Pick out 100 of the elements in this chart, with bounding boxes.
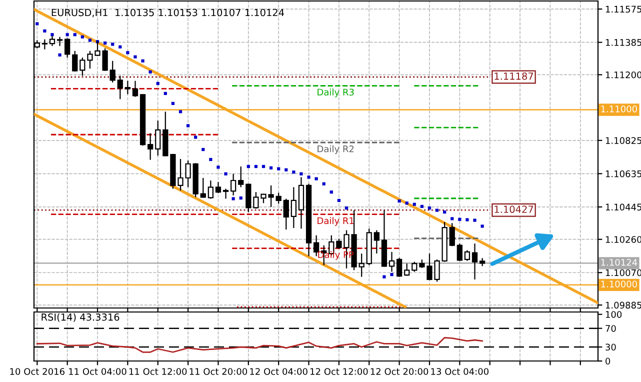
point — [314, 177, 318, 180]
point — [412, 202, 416, 206]
candlestick — [155, 120, 161, 156]
y-tick-label: 1.11575 — [606, 6, 641, 13]
point — [216, 166, 220, 169]
point — [405, 202, 408, 205]
point — [178, 110, 182, 114]
candlestick — [290, 186, 296, 229]
candlestick — [396, 257, 402, 278]
y-tick-label: 1.09885 — [606, 302, 641, 309]
point — [300, 172, 303, 176]
point — [118, 45, 122, 48]
ref-line-label: 1.11187 — [494, 72, 534, 80]
point — [382, 275, 386, 278]
point — [50, 33, 54, 36]
candlestick — [124, 80, 131, 95]
candlestick — [215, 182, 222, 194]
candlestick — [222, 188, 229, 200]
candlestick — [374, 230, 380, 254]
point — [239, 196, 242, 200]
point — [337, 198, 341, 202]
point — [322, 182, 326, 186]
candlestick — [412, 261, 418, 272]
point — [284, 168, 288, 172]
candlestick — [358, 252, 364, 278]
y-tick-label: 1.10635 — [606, 170, 641, 178]
candlestick — [80, 57, 86, 76]
point — [232, 197, 235, 200]
point — [43, 29, 46, 32]
ref-line-label: 1.10000 — [601, 280, 637, 288]
point — [458, 218, 462, 221]
point — [443, 210, 446, 214]
x-tick-label: 13 Oct 04:00 — [431, 368, 488, 375]
point — [246, 164, 250, 168]
candlestick — [230, 173, 236, 196]
candlestick — [283, 198, 289, 230]
point — [450, 217, 454, 220]
point — [390, 272, 394, 276]
candlestick — [132, 80, 138, 98]
x-tick-label: 11 Oct 20:00 — [190, 368, 248, 375]
point — [36, 22, 39, 26]
point — [277, 167, 280, 170]
x-tick-label: 10 Oct 2016 — [10, 368, 64, 375]
point — [88, 38, 92, 42]
point — [111, 42, 114, 46]
point — [103, 41, 107, 45]
point — [435, 208, 439, 212]
ref-line-label: 1.10427 — [494, 206, 534, 213]
candlestick — [276, 192, 282, 204]
y-tick-label: 100 — [606, 311, 622, 318]
point — [171, 102, 175, 106]
series-label: Daily R3 — [318, 88, 354, 98]
candlestick — [117, 75, 123, 100]
point — [420, 204, 424, 208]
y-tick-label: 1.10445 — [606, 204, 641, 211]
text: EURUSD,H1 1.10135 1.10153 1.10107 1.10124 — [52, 8, 284, 18]
y-tick-label: 70 — [606, 325, 616, 332]
point — [186, 124, 190, 128]
point — [330, 190, 333, 194]
candlestick — [404, 262, 410, 276]
candlestick — [200, 177, 206, 198]
candlestick — [49, 35, 56, 47]
point — [126, 51, 130, 54]
point — [58, 53, 62, 56]
point — [134, 55, 137, 58]
point — [480, 224, 484, 228]
candlestick — [464, 250, 470, 262]
x-tick-label: 11 Oct 04:00 — [69, 368, 126, 375]
candlestick — [449, 222, 455, 247]
candlestick — [148, 132, 154, 160]
point — [66, 33, 69, 36]
point — [224, 172, 228, 176]
candlestick — [313, 234, 320, 257]
point — [202, 148, 205, 152]
point — [428, 206, 432, 210]
candlestick — [388, 251, 395, 272]
ref-line-label: 1.11000 — [601, 106, 637, 112]
point — [141, 59, 144, 62]
point — [398, 199, 401, 203]
point — [209, 158, 212, 162]
candlestick — [64, 38, 70, 58]
x-tick-label: 12 Oct 04:00 — [250, 368, 308, 375]
point — [473, 218, 476, 222]
candlestick — [110, 60, 116, 83]
candlestick — [246, 183, 252, 213]
point — [269, 166, 273, 170]
point — [164, 92, 167, 96]
point — [292, 170, 296, 174]
y-tick-label: 1.11385 — [606, 39, 641, 46]
point — [73, 33, 76, 36]
point — [148, 70, 152, 74]
chart-title: RSI(14) 43.3316 — [42, 313, 120, 322]
point — [307, 176, 310, 179]
point — [194, 136, 198, 139]
x-tick-label: 12 Oct 20:00 — [370, 368, 428, 375]
x-tick-label: 12 Oct 12:00 — [310, 368, 368, 375]
ref-line-label: 1.10124 — [601, 258, 638, 266]
candlestick — [456, 243, 462, 262]
y-tick-label: 30 — [606, 344, 616, 351]
point — [466, 218, 469, 222]
